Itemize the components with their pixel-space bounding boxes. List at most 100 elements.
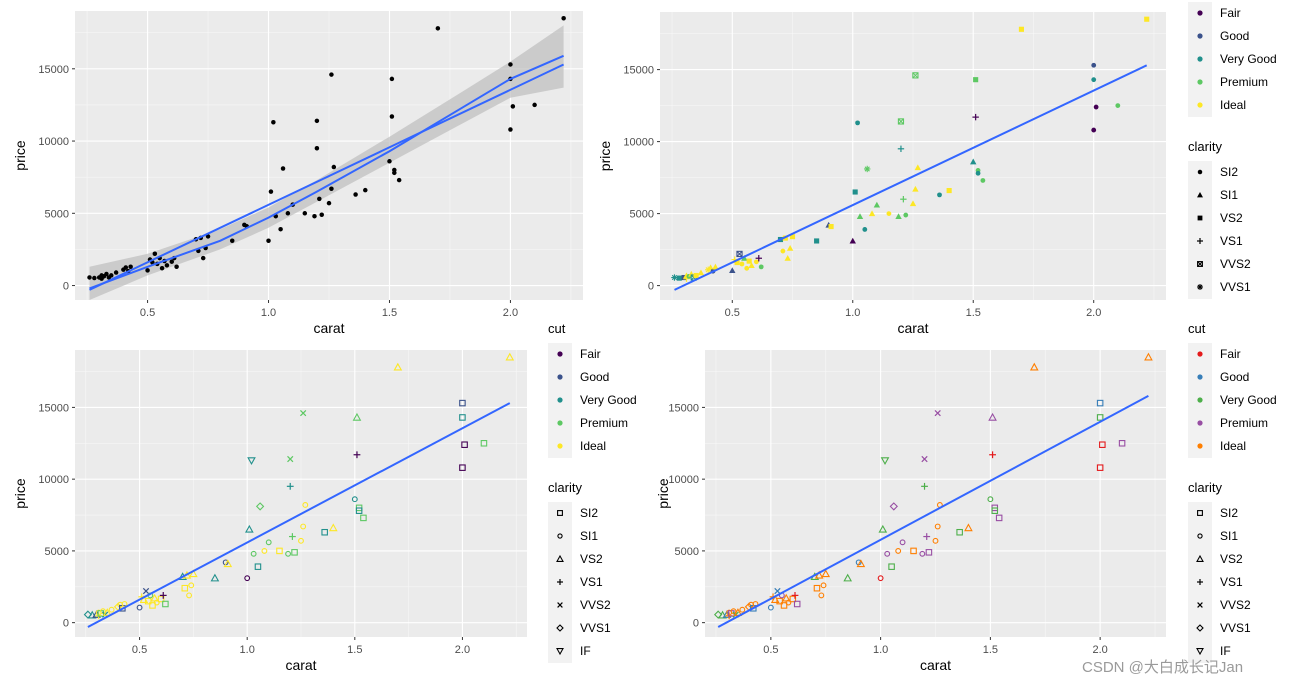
data-point <box>508 62 513 67</box>
data-point-b <box>912 72 919 79</box>
y-tick-label: 0 <box>63 618 69 630</box>
legend-label-clarity: VS1 <box>1220 234 1243 248</box>
y-tick-label: 5000 <box>45 208 69 220</box>
y-axis-label: price <box>12 140 28 171</box>
data-point <box>459 399 466 407</box>
confidence-band <box>89 25 564 301</box>
linear-fit-line <box>89 63 565 291</box>
legend-title-clarity: clarity <box>1188 480 1222 495</box>
data-point-b <box>898 118 904 125</box>
data-point <box>136 604 143 611</box>
x-tick-label: 1.0 <box>261 307 276 319</box>
data-point <box>300 523 307 530</box>
legend-key-cut <box>557 420 563 426</box>
data-point <box>712 263 719 270</box>
data-point <box>223 559 233 568</box>
legend-label-clarity: SI1 <box>580 529 598 543</box>
data-point <box>676 275 682 281</box>
data-point <box>912 72 919 79</box>
legend-key-clarity <box>1197 261 1203 267</box>
data-point <box>329 186 334 191</box>
legend-key-cut <box>1197 351 1203 357</box>
legend-key-cut <box>557 351 563 357</box>
data-point <box>856 559 866 568</box>
data-point <box>697 269 705 276</box>
data-point <box>921 455 928 463</box>
legend-key-clarity-b <box>557 602 563 608</box>
data-point <box>864 165 871 173</box>
legend-key-clarity <box>557 602 563 608</box>
data-point <box>302 502 309 508</box>
data-point <box>873 201 881 208</box>
legend-label-cut: Fair <box>580 347 601 361</box>
data-point <box>914 164 922 171</box>
data-point <box>302 211 308 216</box>
data-point <box>897 118 905 125</box>
legend-key-cut <box>1197 397 1203 403</box>
data-point <box>991 507 999 514</box>
data-point <box>895 213 902 220</box>
data-point <box>758 264 764 270</box>
data-point <box>153 599 160 606</box>
data-point <box>909 200 917 207</box>
data-point <box>328 523 338 532</box>
legend-label-cut: Fair <box>1220 347 1241 361</box>
legend-label-clarity: VS1 <box>580 575 603 589</box>
data-point <box>288 533 296 540</box>
legend-label-clarity: VVS1 <box>1220 280 1251 294</box>
legend-label-cut: Very Good <box>580 393 637 407</box>
data-point <box>946 188 952 194</box>
data-point <box>877 575 884 582</box>
legend-key-cut <box>1197 79 1203 85</box>
data-point <box>100 608 106 615</box>
data-point <box>934 523 941 530</box>
legend-label-cut: Premium <box>1220 416 1268 430</box>
legend-label-clarity: VVS2 <box>580 598 611 612</box>
legend-key-clarity <box>1197 169 1203 175</box>
y-tick-label: 5000 <box>675 546 699 558</box>
data-point <box>707 264 714 271</box>
legend-key-cut <box>1197 420 1203 426</box>
x-tick-label: 0.5 <box>132 644 147 656</box>
data-point <box>755 255 762 262</box>
data-point <box>828 224 834 230</box>
x-tick-label: 1.5 <box>966 307 981 319</box>
data-point <box>561 15 566 21</box>
data-point <box>970 158 977 165</box>
data-point <box>843 573 853 582</box>
data-point <box>932 537 939 544</box>
panel-top-right: 0.5 1.0 1.5 2.0 0 5000 10000 15000 carat price <box>597 12 1166 336</box>
data-point <box>255 502 265 511</box>
data-point <box>123 265 129 270</box>
data-point <box>271 120 276 125</box>
data-point <box>353 192 358 197</box>
y-tick-label: 10000 <box>38 474 69 486</box>
legend-label-cut: Ideal <box>1220 439 1246 453</box>
data-point <box>351 496 358 503</box>
data-point <box>205 234 211 239</box>
data-point-box <box>897 118 905 125</box>
data-point <box>919 550 926 557</box>
panel-top-left: 0.5 1.0 1.5 2.0 0 5000 10000 15000 carat price <box>12 11 583 336</box>
data-point <box>814 238 820 244</box>
data-point <box>1118 440 1126 447</box>
data-point <box>730 608 737 615</box>
data-point <box>285 550 292 557</box>
watermark-text: CSDN @大白成长记Jan <box>1082 659 1243 676</box>
data-point <box>821 569 831 578</box>
data-point <box>899 539 906 546</box>
data-point <box>265 539 272 546</box>
data-point <box>729 267 736 274</box>
data-point <box>785 599 792 606</box>
legend-key-cut <box>557 397 563 403</box>
linear-fit-line <box>87 402 511 628</box>
data-point <box>793 600 801 608</box>
legend-key-cut <box>1197 374 1203 380</box>
legend-key-clarity-b <box>1197 284 1203 290</box>
legend-key-clarity <box>557 510 563 516</box>
data-point <box>319 212 324 217</box>
legend-label-cut: Premium <box>1220 75 1268 89</box>
data-point <box>1144 352 1153 361</box>
legend-key-cut <box>1197 443 1203 449</box>
